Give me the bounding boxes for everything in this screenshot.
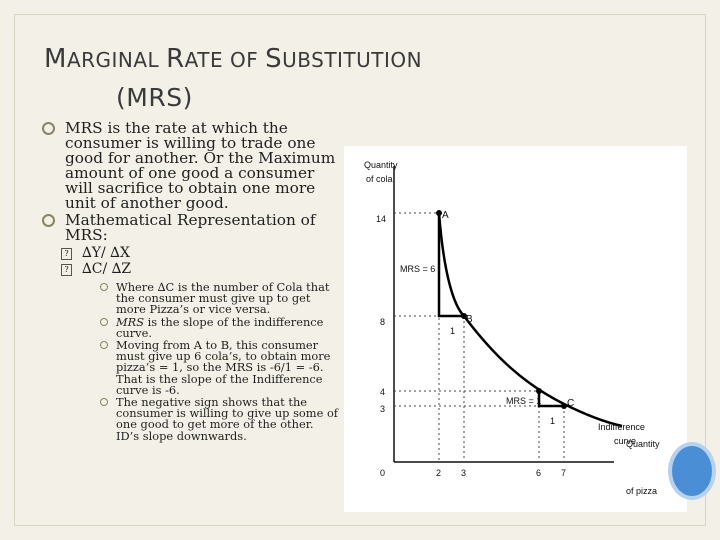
missing-glyph-icon: ? — [61, 264, 72, 276]
x-tick-label: 3 — [461, 468, 466, 478]
x-tick-label: 0 — [380, 468, 385, 478]
bullet-circle-icon — [42, 122, 55, 135]
slide-title: MARGINAL RATE OF SUBSTITUTION (MRS) — [44, 40, 564, 117]
point-a-marker — [436, 210, 442, 216]
slide-body: MRS is the rate at which the consumer is… — [40, 119, 340, 443]
indifference-curve-figure: Quantity of cola Quantity of pizza 14 8 … — [344, 146, 687, 512]
curve-label-line1: Indifference — [598, 422, 645, 432]
sub-bullet-item: ? ∆Y/ ∆X — [40, 245, 340, 261]
bullet-circle-icon — [100, 283, 108, 291]
sub-sub-bullet-item: MRS is the slope of the indifference cur… — [40, 314, 340, 340]
point-b-label: B — [466, 314, 473, 325]
step-to-c — [537, 391, 564, 408]
x-tick-label: 6 — [536, 468, 541, 478]
x-tick-label: 7 — [561, 468, 566, 478]
indifference-curve-chart: Quantity of cola Quantity of pizza 14 8 … — [364, 160, 660, 496]
bullet-text: MRS is the rate at which the consumer is… — [65, 119, 336, 212]
title-line2: (MRS) — [116, 83, 193, 112]
slide-frame — [14, 14, 706, 526]
delta-x-label: 1 — [550, 416, 555, 426]
y-tick-label: 14 — [376, 214, 386, 224]
point-c-label: C — [567, 398, 574, 409]
sub-sub-bullet-item: Where ∆C is the number of Cola that the … — [40, 280, 340, 317]
y-axis-label-line1: Quantity — [364, 160, 398, 170]
sub-sub-bullet-text: Moving from A to B, this consumer must g… — [116, 338, 331, 397]
sub-sub-bullet-text: Where ∆C is the number of Cola that the … — [116, 280, 330, 317]
mrs-1-annotation: MRS = 1 — [506, 396, 541, 406]
y-tick-label: 8 — [380, 317, 385, 327]
sub-sub-bullet-item: The negative sign shows that the consume… — [40, 395, 340, 443]
bullet-circle-icon — [42, 214, 55, 227]
indifference-curve — [437, 212, 623, 428]
sub-sub-bullet-emphasis: MRS — [116, 314, 145, 329]
x-axis-label-line2: of pizza — [626, 486, 657, 496]
point-b-marker — [461, 313, 467, 319]
bullet-circle-icon — [100, 317, 108, 326]
y-tick-label: 4 — [380, 387, 385, 397]
title-word-ate-of: ATE OF — [184, 48, 266, 72]
sub-sub-bullet-text: The negative sign shows that the consume… — [116, 395, 339, 443]
missing-glyph-icon: ? — [61, 248, 72, 260]
point-c-marker — [561, 403, 567, 409]
mrs-6-annotation: MRS = 6 — [400, 264, 435, 274]
bullet-text: Mathematical Representation of MRS: — [65, 211, 316, 244]
step-a-to-b — [437, 213, 464, 318]
title-initial-r: R — [166, 44, 185, 74]
delta-x-label: 1 — [450, 326, 455, 336]
x-tick-label: 2 — [436, 468, 441, 478]
decorative-circle — [672, 446, 712, 496]
title-word-ubstitution: UBSTITUTION — [282, 48, 423, 72]
sub-bullet-text: ∆C/ ∆Z — [82, 261, 132, 277]
sub-bullet-text: ∆Y/ ∆X — [82, 245, 130, 261]
y-axis-label-line2: of cola — [366, 174, 393, 184]
point-4-marker — [536, 388, 542, 394]
point-a-label: A — [442, 210, 449, 221]
sub-sub-bullet-item: Moving from A to B, this consumer must g… — [40, 338, 340, 397]
curve-label-line2: curve — [614, 436, 636, 446]
title-initial-s: S — [265, 44, 283, 74]
bullet-circle-icon — [100, 398, 108, 407]
bullet-item: MRS is the rate at which the consumer is… — [40, 119, 340, 212]
sub-bullet-item: ? ∆C/ ∆Z — [40, 261, 340, 277]
title-word-arginal: ARGINAL — [66, 48, 167, 72]
bullet-circle-icon — [100, 341, 108, 350]
x-axis-label-line1: Quantity — [626, 439, 660, 449]
title-initial-m: M — [44, 44, 67, 74]
bullet-item: Mathematical Representation of MRS: — [40, 211, 340, 244]
sub-sub-bullet-text: is the slope of the indifference curve. — [116, 314, 324, 340]
y-tick-label: 3 — [380, 404, 385, 414]
